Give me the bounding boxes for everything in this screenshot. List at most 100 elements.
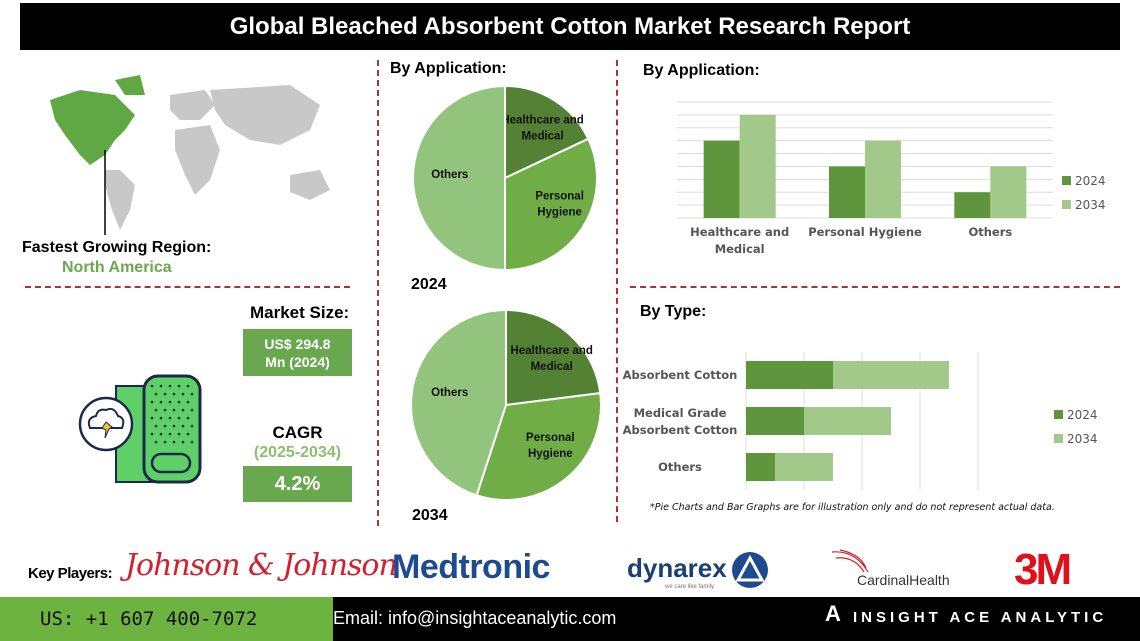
bar-segment <box>833 361 949 389</box>
app-bar-title: By Application: <box>643 62 760 79</box>
pie-slice-label: Others <box>431 169 468 181</box>
legend-swatch <box>1054 410 1063 419</box>
legend-swatch <box>1062 176 1071 185</box>
cagr-label: CAGR <box>272 423 323 442</box>
world-map <box>50 75 330 235</box>
texture-dot <box>163 440 167 444</box>
market-size-line1: US$ 294.8 <box>264 336 331 352</box>
medtronic-logo: Medtronic <box>392 548 550 586</box>
type-bar-chart: Absorbent Cotton Medical Grade Absorbent C… <box>623 352 1098 490</box>
texture-dot <box>168 400 172 404</box>
cagr-value: 4.2% <box>243 466 352 502</box>
pie-slice <box>504 137 598 272</box>
market-size-value: US$ 294.8 Mn (2024) <box>243 329 352 376</box>
market-size-line2: Mn (2024) <box>265 354 330 370</box>
pie-slice <box>505 308 602 407</box>
texture-dot <box>150 384 154 388</box>
texture-dot <box>163 392 167 396</box>
texture-dot <box>186 384 190 388</box>
type-bar-title: By Type: <box>640 303 707 320</box>
cardinal-health-logo: CardinalHealth <box>857 572 950 588</box>
divider <box>616 60 618 522</box>
legend-label: 2034 <box>1075 198 1106 212</box>
texture-dot <box>159 432 163 436</box>
texture-dot <box>177 400 181 404</box>
pie-slice <box>410 308 507 497</box>
legend-label: 2034 <box>1067 432 1098 446</box>
texture-dot <box>172 424 176 428</box>
dynarex-logo: dynarex <box>627 553 727 583</box>
texture-dot <box>181 408 185 412</box>
texture-dot <box>172 440 176 444</box>
cagr-period: (2025-2034) <box>253 444 342 461</box>
texture-dot <box>172 408 176 412</box>
texture-dot <box>172 392 176 396</box>
texture-dot <box>159 400 163 404</box>
texture-dot <box>190 424 194 428</box>
texture-dot <box>154 424 158 428</box>
divider <box>377 60 379 526</box>
report-title: Global Bleached Absorbent Cotton Market … <box>20 3 1120 50</box>
pie-slice <box>475 391 602 501</box>
pie-slice-label: Personal Hygiene <box>535 191 584 219</box>
cardinal-health-swoosh-icon <box>831 549 869 573</box>
insight-ace-logo-icon: A <box>825 601 841 626</box>
brand-name: INSIGHT ACE ANALYTIC <box>853 609 1108 626</box>
bar <box>990 166 1027 218</box>
bar-segment <box>775 453 833 481</box>
footer-phone[interactable]: US: +1 607 400-7072 <box>0 597 333 641</box>
pie-slice-label: Healthcare and Medical <box>501 114 583 142</box>
texture-dot <box>190 440 194 444</box>
legend-swatch <box>1062 200 1071 209</box>
pie-slice <box>412 84 506 272</box>
disclaimer-note: *Pie Charts and Bar Graphs are for illus… <box>650 502 1055 513</box>
fastest-region-value: North America <box>62 259 172 276</box>
texture-dot <box>163 424 167 428</box>
texture-dot <box>186 416 190 420</box>
bar-segment <box>746 407 804 435</box>
3m-logo: 3M <box>1014 545 1072 594</box>
texture-dot <box>181 392 185 396</box>
fastest-region-label: Fastest Growing Region: <box>22 239 212 256</box>
texture-dot <box>154 440 158 444</box>
texture-dot <box>150 432 154 436</box>
pie-title: By Application: <box>390 60 507 77</box>
texture-dot <box>163 408 167 412</box>
bar <box>865 140 901 218</box>
dynarex-tagline: we care like family <box>665 584 715 590</box>
category-label: Healthcare and Medical <box>690 225 789 256</box>
application-bar-chart: Healthcare and Medical Personal Hygiene Oth… <box>677 101 1106 256</box>
category-label: Medical Grade Absorbent Cotton <box>623 406 738 437</box>
texture-dot <box>190 392 194 396</box>
key-players-label: Key Players: <box>28 565 113 582</box>
texture-dot <box>154 408 158 412</box>
pie-2024-year: 2024 <box>411 276 447 293</box>
dynarex-triangle-icon <box>732 552 768 588</box>
category-label: Others <box>658 460 702 474</box>
texture-dot <box>177 432 181 436</box>
texture-dot <box>186 400 190 404</box>
bar-segment <box>746 361 833 389</box>
footer-bar: Email: info@insightaceanalytic.com A INS… <box>333 597 1140 641</box>
texture-dot <box>181 440 185 444</box>
pie-slice-label: Healthcare and Medical <box>510 345 592 373</box>
pie-slice <box>504 84 590 180</box>
category-label: Personal Hygiene <box>808 225 922 239</box>
bar-segment <box>746 453 775 481</box>
texture-dot <box>150 400 154 404</box>
texture-dot <box>168 384 172 388</box>
pie-2034-year: 2034 <box>412 507 448 524</box>
texture-dot <box>159 416 163 420</box>
bar <box>739 114 776 218</box>
footer-email[interactable]: Email: info@insightaceanalytic.com <box>333 608 617 628</box>
north-america-region <box>50 90 135 165</box>
cotton-roll-icon <box>78 374 202 484</box>
category-label: Others <box>968 225 1012 239</box>
texture-dot <box>190 408 194 412</box>
texture-dot <box>168 432 172 436</box>
texture-dot <box>154 392 158 396</box>
divider <box>630 286 1120 288</box>
bar <box>829 166 865 218</box>
texture-dot <box>186 432 190 436</box>
market-size-label: Market Size: <box>250 303 350 322</box>
